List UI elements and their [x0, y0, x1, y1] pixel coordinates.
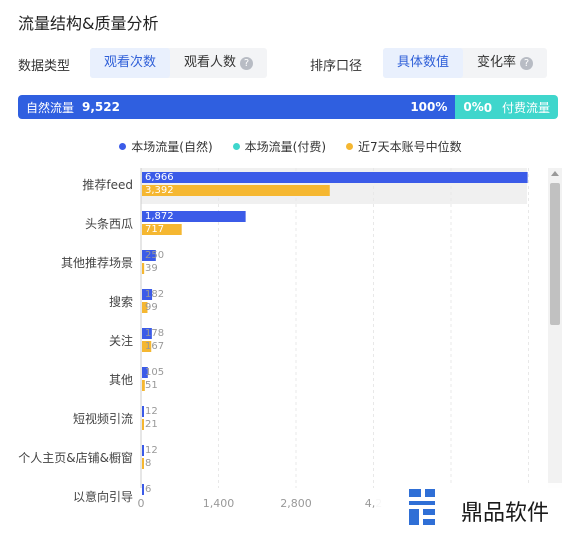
bar-value-label: 99: [145, 302, 158, 313]
natural-traffic-label: 自然流量: [26, 100, 75, 115]
legend-label: 本场流量(自然): [131, 140, 213, 154]
legend-dot: [346, 143, 354, 150]
bar-value-label: 21: [145, 419, 158, 430]
tab-exact-value[interactable]: 具体数值: [383, 48, 464, 78]
bar-value-label: 8: [145, 458, 152, 469]
bar-median[interactable]: [142, 419, 144, 430]
category-label: 其他: [108, 373, 133, 387]
natural-traffic-segment: 自然流量 9,522 100%: [18, 95, 456, 119]
traffic-split-bar: 自然流量 9,522 100% 0% 0 付费流量: [18, 95, 558, 119]
bar-value-label: 178: [145, 328, 165, 339]
help-icon[interactable]: ?: [520, 56, 534, 70]
paid-traffic-pct: 0%: [463, 100, 484, 114]
bar-value-label: 3,392: [145, 185, 174, 196]
bar-value-label: 51: [145, 380, 158, 391]
tab-viewer-count-label: 观看人数: [184, 55, 237, 70]
data-type-label: 数据类型: [18, 59, 71, 74]
bar-value-label: 39: [145, 263, 158, 274]
x-tick-label: 0: [137, 497, 145, 510]
sort-by-switch: 具体数值 变化率?: [383, 48, 548, 78]
legend-dot: [232, 143, 240, 150]
bar-median[interactable]: [142, 263, 145, 274]
category-label: 推荐feed: [82, 178, 133, 192]
page-title: 流量结构&质量分析: [18, 14, 159, 33]
tab-viewer-count[interactable]: 观看人数?: [170, 48, 267, 78]
natural-traffic-value: 9,522: [82, 100, 120, 114]
bar-value-label: 12: [145, 445, 158, 456]
legend-label: 本场流量(付费): [244, 140, 327, 154]
tab-view-count-label: 观看次数: [104, 55, 157, 70]
sort-by-label: 排序口径: [310, 59, 363, 74]
scrollbar-thumb[interactable]: [550, 183, 560, 325]
bar-value-label: 6,966: [145, 172, 174, 183]
legend-item-paid[interactable]: 本场流量(付费): [232, 138, 327, 155]
bar-value-label: 1,872: [145, 211, 174, 222]
category-label: 个人主页&店铺&橱窗: [18, 451, 133, 465]
brand-name: 鼎品软件: [461, 501, 550, 526]
bar-natural[interactable]: [142, 406, 144, 417]
x-tick-label: 1,400: [202, 497, 235, 510]
scroll-up-arrow[interactable]: [551, 171, 559, 176]
category-label: 头条西瓜: [84, 217, 133, 231]
bar-value-label: 717: [145, 224, 165, 235]
bar-natural[interactable]: [142, 172, 528, 183]
category-label: 其他推荐场景: [60, 256, 133, 270]
tab-change-rate[interactable]: 变化率?: [463, 48, 547, 78]
bar-value-label: 167: [145, 341, 165, 352]
bar-natural[interactable]: [142, 484, 144, 495]
bar-median[interactable]: [142, 458, 144, 469]
help-icon[interactable]: ?: [240, 56, 254, 70]
paid-traffic-value: 0: [483, 100, 493, 115]
tab-exact-value-label: 具体数值: [397, 55, 450, 70]
bar-value-label: 6: [145, 484, 152, 495]
paid-traffic-label: 付费流量: [501, 100, 550, 115]
legend-item-median[interactable]: 近7天本账号中位数: [346, 138, 462, 155]
legend-dot: [119, 143, 127, 150]
brand-logo-icon: [409, 489, 435, 525]
bar-value-label: 182: [145, 289, 165, 300]
scrollbar-track[interactable]: [548, 168, 562, 488]
row-highlight: [141, 168, 527, 204]
watermark: 鼎品软件: [375, 483, 581, 534]
tab-view-count[interactable]: 观看次数: [90, 48, 171, 78]
paid-traffic-segment: 0% 0 付费流量: [455, 95, 558, 119]
category-label: 关注: [108, 334, 133, 348]
tab-change-rate-label: 变化率: [477, 55, 517, 70]
x-tick-label: 2,800: [280, 497, 312, 510]
data-type-switch: 观看次数 观看人数?: [90, 48, 268, 78]
bar-value-label: 250: [145, 250, 165, 261]
category-label: 短视频引流: [72, 412, 133, 426]
legend-item-natural[interactable]: 本场流量(自然): [119, 138, 213, 155]
bar-value-label: 12: [145, 406, 158, 417]
category-label: 搜索: [108, 295, 133, 309]
natural-traffic-pct: 100%: [410, 100, 448, 114]
legend-label: 近7天本账号中位数: [358, 140, 462, 154]
bar-natural[interactable]: [142, 445, 144, 456]
category-label: 以意向引导: [72, 490, 133, 504]
chart-legend: 本场流量(自然) 本场流量(付费) 近7天本账号中位数: [0, 138, 581, 155]
bar-value-label: 105: [145, 367, 165, 378]
